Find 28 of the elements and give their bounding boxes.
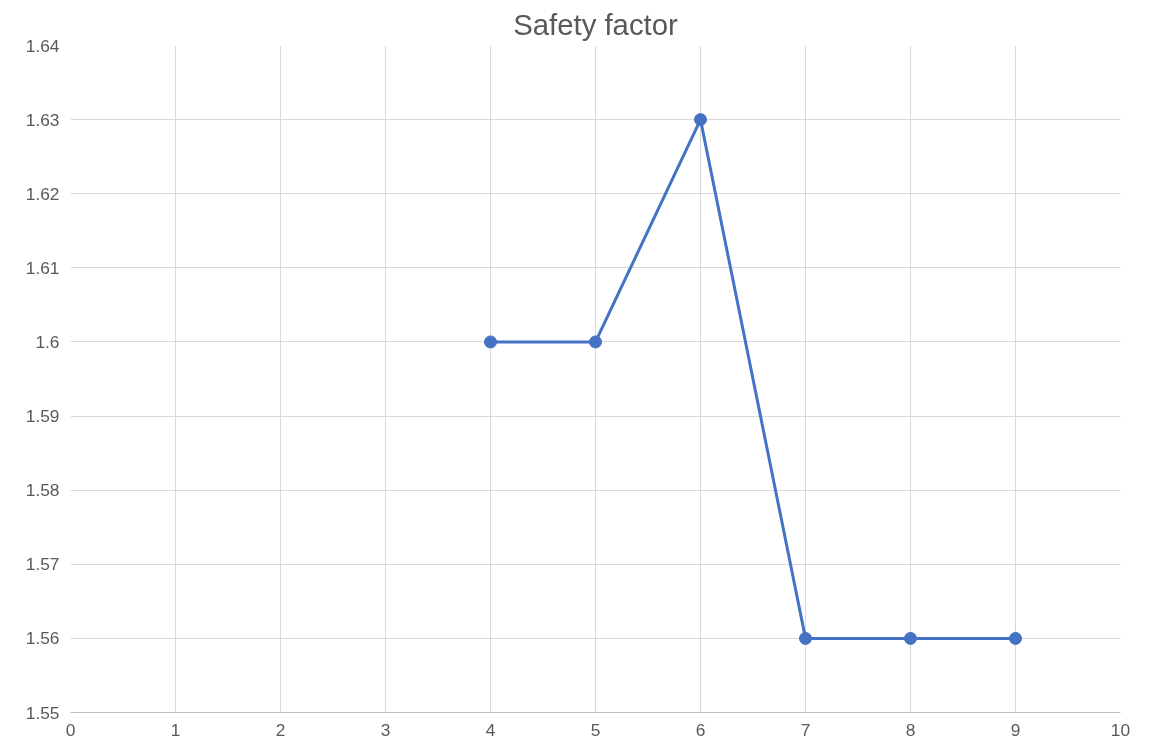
x-tick-label: 3 bbox=[380, 719, 391, 740]
chart-title: Safety factor bbox=[513, 7, 679, 41]
x-tick-label: 6 bbox=[695, 719, 706, 740]
y-tick-label: 1.6 bbox=[35, 331, 60, 352]
point bbox=[694, 113, 707, 127]
x-tick-label: 1 bbox=[170, 719, 181, 740]
x-tick-label: 10 bbox=[1110, 719, 1131, 740]
x-tick-label: 4 bbox=[485, 719, 496, 740]
x-tick-label: 5 bbox=[590, 719, 601, 740]
x-tick-label: 8 bbox=[905, 719, 916, 740]
x-tick-label: 9 bbox=[1010, 719, 1021, 740]
y-tick-label: 1.59 bbox=[25, 406, 60, 427]
point bbox=[904, 631, 917, 645]
y-tick-label: 1.63 bbox=[25, 109, 60, 130]
y-tick-label: 1.55 bbox=[25, 702, 60, 723]
y-tick-label: 1.56 bbox=[25, 628, 60, 649]
y-tick-label: 1.64 bbox=[25, 35, 60, 56]
y-tick-label: 1.62 bbox=[25, 183, 60, 204]
point bbox=[589, 335, 602, 349]
x-tick-label: 7 bbox=[800, 719, 811, 740]
y-tick-label: 1.58 bbox=[25, 480, 60, 501]
point bbox=[799, 631, 812, 645]
y-tick-label: 1.57 bbox=[25, 554, 60, 575]
x-tick-label: 2 bbox=[275, 719, 286, 740]
point bbox=[1009, 631, 1022, 645]
y-tick-label: 1.61 bbox=[25, 257, 60, 278]
point bbox=[484, 335, 497, 349]
x-tick-label: 0 bbox=[65, 719, 76, 740]
